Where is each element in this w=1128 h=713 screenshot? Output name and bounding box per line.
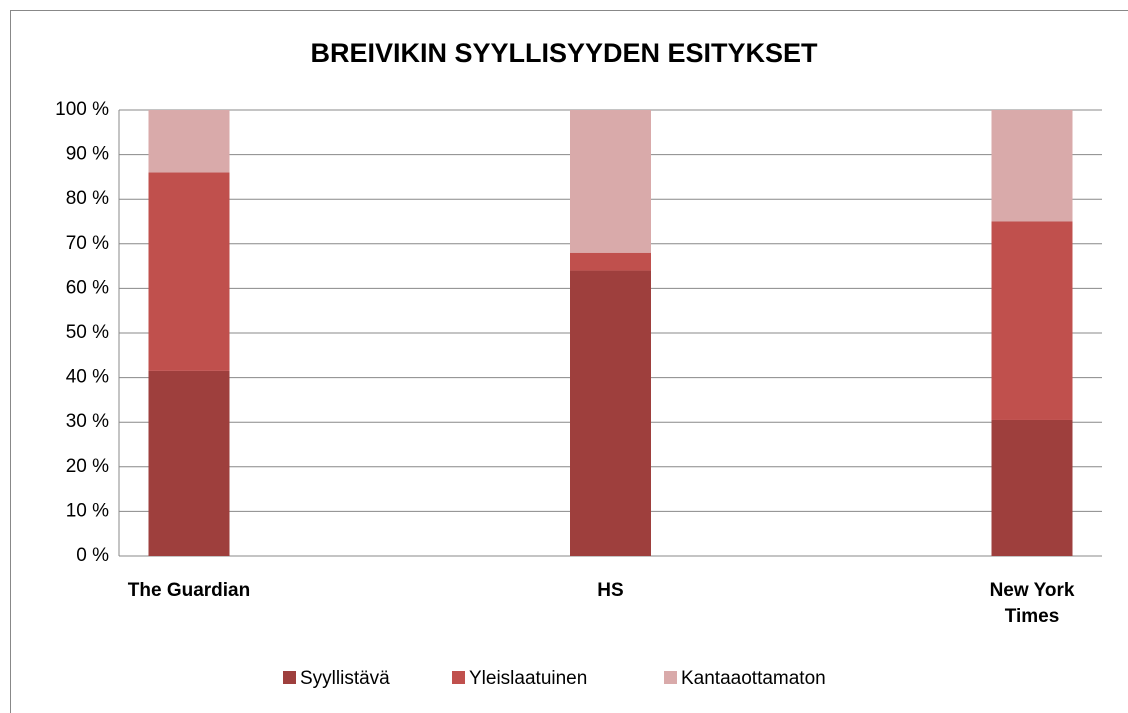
bar-segment [148,172,230,371]
bar-segment [570,110,651,253]
y-tick-label: 30 % [66,411,109,432]
y-tick-label: 100 % [55,99,109,120]
bar-segment [148,110,230,173]
chart-title: BREIVIKIN SYYLLISYYDEN ESITYKSET [310,38,818,68]
y-tick-label: 40 % [66,367,109,388]
legend-label: Yleislaatuinen [469,668,587,689]
bar-segment [991,110,1073,222]
y-tick-label: 80 % [66,188,109,209]
x-tick-label: New York Times [989,580,1075,627]
y-tick-label: 10 % [66,500,109,521]
legend-swatch [283,671,296,684]
y-tick-label: 50 % [66,322,109,343]
bar-segment [991,419,1073,556]
bar-segment [991,221,1073,420]
y-tick-label: 0 % [76,545,109,566]
bar-segment [148,370,230,556]
y-tick-label: 90 % [66,144,109,165]
legend-label: Syyllistävä [300,668,390,689]
y-tick-label: 60 % [66,277,109,298]
y-tick-label: 70 % [66,233,109,254]
legend-swatch [452,671,465,684]
legend-swatch [664,671,677,684]
chart-frame [10,10,1128,713]
x-tick-label: HS [597,580,624,601]
bar-segment [570,270,651,556]
bar-segment [570,252,651,271]
y-tick-label: 20 % [66,456,109,477]
legend-label: Kantaaottamaton [681,668,826,689]
x-tick-label: The Guardian [127,580,251,601]
